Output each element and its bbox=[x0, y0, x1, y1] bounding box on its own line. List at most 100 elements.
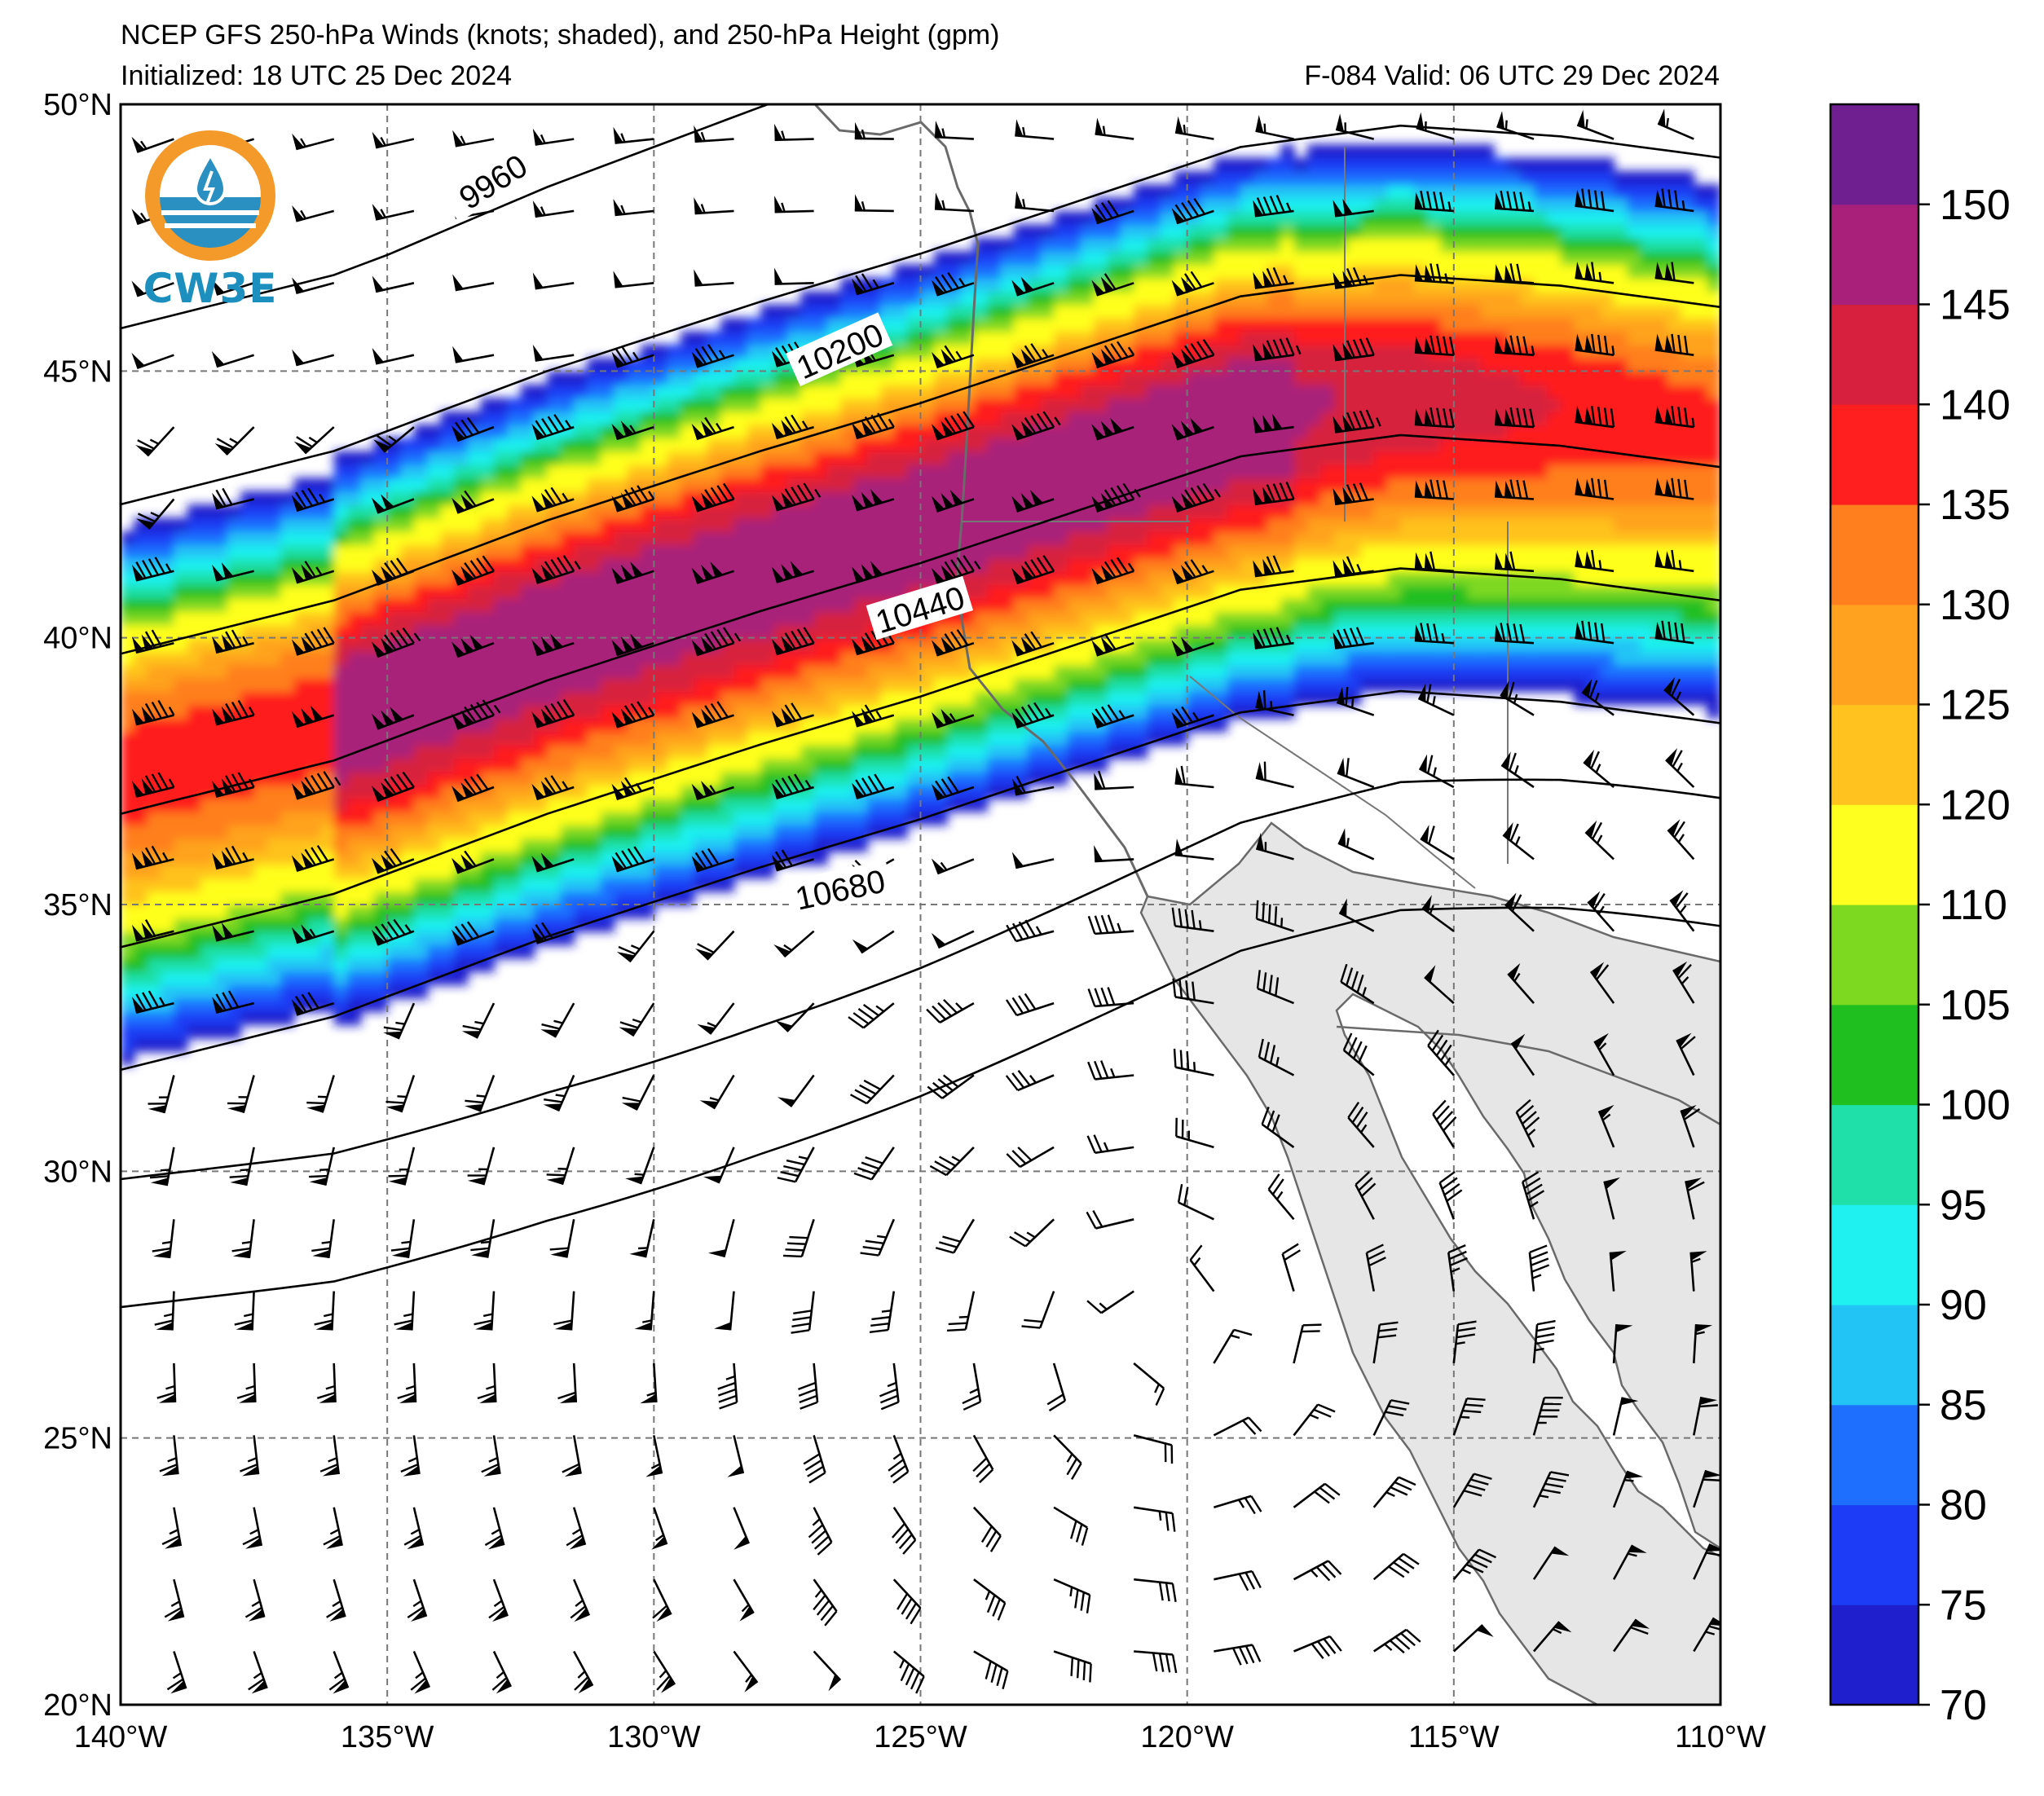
shading-cell bbox=[467, 544, 482, 559]
shading-cell bbox=[1027, 464, 1042, 479]
shading-cell bbox=[267, 997, 282, 1012]
shading-cell bbox=[1534, 291, 1548, 306]
shading-cell bbox=[1000, 478, 1015, 492]
shading-cell bbox=[1293, 344, 1308, 359]
shading-cell bbox=[1014, 251, 1029, 266]
shading-cell bbox=[973, 384, 989, 399]
shading-cell bbox=[747, 331, 762, 346]
shading-cell bbox=[214, 824, 228, 839]
shading-cell bbox=[161, 544, 175, 559]
shading-cell bbox=[1400, 358, 1415, 372]
shading-cell bbox=[1054, 210, 1068, 226]
shading-cell bbox=[1227, 197, 1242, 212]
shading-cell bbox=[1293, 157, 1308, 172]
shading-cell bbox=[1161, 597, 1175, 612]
shading-cell bbox=[227, 905, 242, 919]
shading-cell bbox=[614, 824, 628, 839]
shading-cell bbox=[267, 504, 282, 519]
shading-cell bbox=[813, 451, 828, 465]
shading-cell bbox=[280, 491, 295, 505]
shading-cell bbox=[253, 544, 268, 559]
shading-cell bbox=[1440, 170, 1455, 186]
shading-cell bbox=[360, 504, 375, 519]
shading-cell bbox=[627, 771, 641, 786]
shading-cell bbox=[1347, 517, 1362, 532]
shading-cell bbox=[480, 451, 496, 465]
shading-cell bbox=[1373, 491, 1389, 505]
shading-cell bbox=[1560, 610, 1575, 626]
shading-cell bbox=[1306, 438, 1322, 452]
shading-cell bbox=[480, 651, 496, 666]
shading-cell bbox=[1147, 464, 1161, 479]
shading-cell bbox=[1214, 371, 1228, 385]
shading-cell bbox=[1480, 517, 1495, 532]
shading-cell bbox=[1306, 197, 1322, 212]
shading-cell bbox=[773, 798, 788, 812]
shading-cell bbox=[1413, 651, 1429, 666]
shading-cell bbox=[413, 478, 429, 492]
shading-cell bbox=[1400, 610, 1415, 626]
shading-cell bbox=[1560, 597, 1575, 612]
shading-cell bbox=[920, 504, 935, 519]
shading-cell bbox=[1413, 544, 1429, 559]
shading-cell bbox=[1266, 677, 1282, 693]
shading-cell bbox=[227, 504, 242, 519]
shading-cell bbox=[1654, 637, 1668, 653]
shading-cell bbox=[520, 491, 535, 505]
shading-cell bbox=[1120, 371, 1135, 385]
shading-cell bbox=[227, 798, 242, 812]
shading-cell bbox=[1440, 464, 1455, 479]
shading-cell bbox=[293, 691, 309, 706]
shading-cell bbox=[1067, 677, 1081, 693]
shading-cell bbox=[427, 597, 442, 612]
shading-cell bbox=[733, 677, 748, 693]
shading-cell bbox=[786, 544, 802, 559]
shading-cell bbox=[1107, 651, 1121, 666]
shading-cell bbox=[1373, 371, 1389, 385]
shading-cell bbox=[681, 597, 695, 612]
shading-cell bbox=[1094, 317, 1108, 332]
shading-cell bbox=[1266, 157, 1282, 172]
shading-cell bbox=[1094, 464, 1108, 479]
shading-cell bbox=[1667, 530, 1681, 546]
shading-cell bbox=[681, 438, 695, 452]
shading-cell bbox=[920, 344, 935, 359]
shading-cell bbox=[1667, 210, 1681, 226]
shading-cell bbox=[587, 731, 601, 746]
shading-cell bbox=[360, 771, 375, 786]
shading-cell bbox=[267, 811, 282, 825]
shading-cell bbox=[907, 530, 922, 546]
shading-cell bbox=[174, 758, 188, 773]
shading-cell bbox=[1227, 358, 1242, 372]
shading-cell bbox=[1107, 504, 1121, 519]
shading-cell bbox=[1654, 464, 1668, 479]
shading-cell bbox=[1040, 610, 1055, 626]
shading-cell bbox=[880, 544, 895, 559]
shading-cell bbox=[333, 464, 349, 479]
shading-cell bbox=[1453, 451, 1469, 465]
shading-cell bbox=[600, 691, 615, 706]
shading-cell bbox=[641, 744, 655, 759]
shading-cell bbox=[1413, 504, 1429, 519]
shading-cell bbox=[547, 464, 562, 479]
shading-cell bbox=[1094, 557, 1108, 572]
shading-cell bbox=[1240, 517, 1255, 532]
shading-cell bbox=[1453, 438, 1469, 452]
shading-cell bbox=[1560, 331, 1575, 346]
shading-cell bbox=[1161, 277, 1175, 293]
shading-cell bbox=[1054, 624, 1068, 639]
shading-cell bbox=[1266, 557, 1282, 572]
shading-cell bbox=[827, 597, 842, 612]
shading-cell bbox=[1000, 637, 1015, 653]
shading-cell bbox=[627, 517, 641, 532]
shading-cell bbox=[947, 291, 962, 306]
shading-cell bbox=[641, 864, 655, 879]
shading-cell bbox=[347, 610, 362, 626]
shading-cell bbox=[480, 478, 496, 492]
shading-cell bbox=[1000, 504, 1015, 519]
shading-cell bbox=[1320, 624, 1335, 639]
shading-cell bbox=[600, 517, 615, 532]
shading-cell bbox=[947, 398, 962, 412]
shading-cell bbox=[373, 891, 389, 905]
shading-cell bbox=[427, 704, 442, 719]
